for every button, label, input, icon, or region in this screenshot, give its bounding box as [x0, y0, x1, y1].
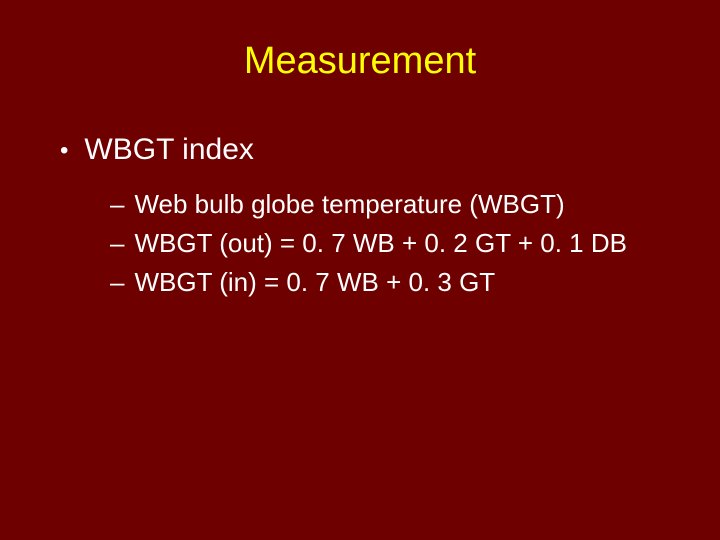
- slide: Measurement • WBGT index – Web bulb glob…: [0, 0, 720, 540]
- dash-marker: –: [110, 228, 124, 259]
- dash-marker: –: [110, 189, 124, 220]
- bullet-level-2-text: Web bulb globe temperature (WBGT): [134, 189, 564, 220]
- slide-title: Measurement: [50, 40, 670, 83]
- bullet-level-2-item: – WBGT (in) = 0. 7 WB + 0. 3 GT: [110, 267, 670, 298]
- bullet-level-1-text: WBGT index: [84, 133, 254, 167]
- bullet-level-2-text: WBGT (in) = 0. 7 WB + 0. 3 GT: [134, 267, 495, 298]
- bullet-marker-dot: •: [60, 133, 68, 169]
- bullet-level-2-item: – WBGT (out) = 0. 7 WB + 0. 2 GT + 0. 1 …: [110, 228, 670, 259]
- bullet-level-1: • WBGT index: [60, 133, 670, 169]
- bullet-level-2-item: – Web bulb globe temperature (WBGT): [110, 189, 670, 220]
- bullet-level-2-text: WBGT (out) = 0. 7 WB + 0. 2 GT + 0. 1 DB: [134, 228, 627, 259]
- dash-marker: –: [110, 267, 124, 298]
